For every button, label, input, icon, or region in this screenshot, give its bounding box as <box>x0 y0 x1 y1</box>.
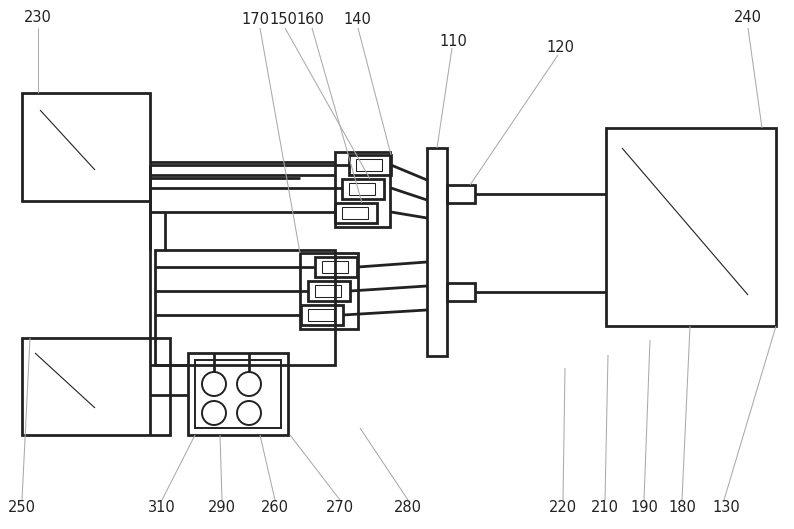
Bar <box>300 253 358 329</box>
Bar <box>335 152 390 227</box>
Bar <box>188 353 288 435</box>
Bar <box>447 283 475 301</box>
Bar <box>606 128 776 326</box>
Text: 130: 130 <box>712 500 740 515</box>
Text: 210: 210 <box>591 500 619 515</box>
Text: 290: 290 <box>208 500 236 515</box>
Bar <box>322 261 348 273</box>
Bar <box>301 305 343 325</box>
Bar <box>195 360 281 428</box>
Text: 140: 140 <box>343 13 371 28</box>
Bar <box>349 155 391 175</box>
Text: 230: 230 <box>24 11 52 25</box>
Text: 150: 150 <box>269 13 297 28</box>
Bar <box>22 338 170 435</box>
Bar <box>342 179 384 199</box>
Bar <box>155 250 335 365</box>
Text: 240: 240 <box>734 11 762 25</box>
Bar <box>356 159 382 171</box>
Bar <box>315 285 341 297</box>
Text: 160: 160 <box>296 13 324 28</box>
Bar <box>427 148 447 356</box>
Text: 270: 270 <box>326 500 354 515</box>
Bar <box>22 93 150 201</box>
Bar <box>342 207 368 219</box>
Text: 170: 170 <box>241 13 269 28</box>
Text: 190: 190 <box>630 500 658 515</box>
Text: 250: 250 <box>8 500 36 515</box>
Bar <box>349 183 375 195</box>
Text: 110: 110 <box>439 34 467 50</box>
Bar <box>308 309 334 321</box>
Bar <box>335 203 377 223</box>
Text: 180: 180 <box>668 500 696 515</box>
Text: 260: 260 <box>261 500 289 515</box>
Text: 310: 310 <box>148 500 176 515</box>
Text: 280: 280 <box>394 500 422 515</box>
Text: 220: 220 <box>549 500 577 515</box>
Bar <box>308 281 350 301</box>
Bar <box>315 257 357 277</box>
Text: 120: 120 <box>546 41 574 56</box>
Bar <box>447 185 475 203</box>
